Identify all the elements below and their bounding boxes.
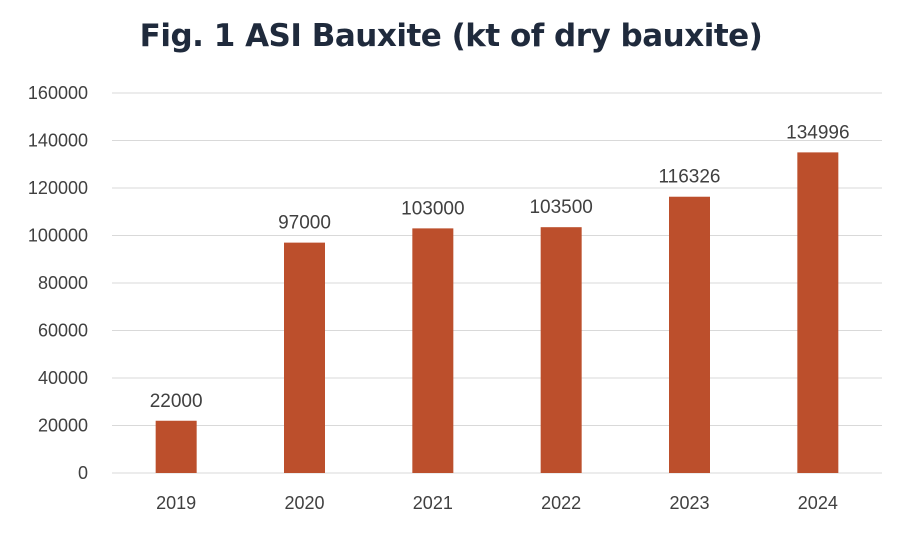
y-tick-label: 140000: [28, 131, 88, 151]
bar-2020: [284, 242, 325, 473]
x-tick-label-2019: 2019: [156, 493, 196, 513]
x-tick-label-2023: 2023: [669, 493, 709, 513]
data-label-2021: 103000: [401, 198, 464, 219]
data-label-2024: 134996: [786, 122, 849, 143]
bar-2023: [669, 196, 710, 473]
y-tick-label: 160000: [28, 83, 88, 103]
bar-2022: [540, 227, 582, 473]
y-tick-label: 120000: [28, 178, 88, 198]
data-label-2020: 97000: [278, 213, 331, 234]
gridlines: [112, 92, 882, 474]
bars: [155, 152, 839, 473]
y-tick-label: 40000: [38, 368, 88, 388]
y-axis-tick-labels: 0 20000 40000 60000 80000 100000 120000 140000 1…: [28, 83, 88, 483]
x-tick-label-2024: 2024: [798, 493, 838, 513]
y-tick-label: 100000: [28, 226, 88, 246]
data-labels: 22000 97000 103000 103500 116326 134996: [150, 122, 850, 411]
y-tick-label: 80000: [38, 273, 88, 293]
y-tick-label: 20000: [38, 416, 88, 436]
x-tick-label-2021: 2021: [413, 493, 453, 513]
data-label-2022: 103500: [529, 197, 592, 218]
bar-2019: [155, 420, 197, 473]
x-axis-tick-labels: 2019 2020 2021 2022 2023 2024: [156, 493, 838, 513]
y-tick-label: 0: [78, 463, 88, 483]
data-label-2019: 22000: [150, 391, 203, 412]
bar-2024: [797, 152, 839, 473]
data-label-2023: 116326: [659, 167, 721, 188]
chart-title: Fig. 1 ASI Bauxite (kt of dry bauxite): [139, 18, 763, 54]
y-tick-label: 60000: [38, 321, 88, 341]
bar-2021: [412, 228, 454, 473]
x-tick-label-2022: 2022: [541, 493, 581, 513]
x-tick-label-2020: 2020: [284, 493, 324, 513]
